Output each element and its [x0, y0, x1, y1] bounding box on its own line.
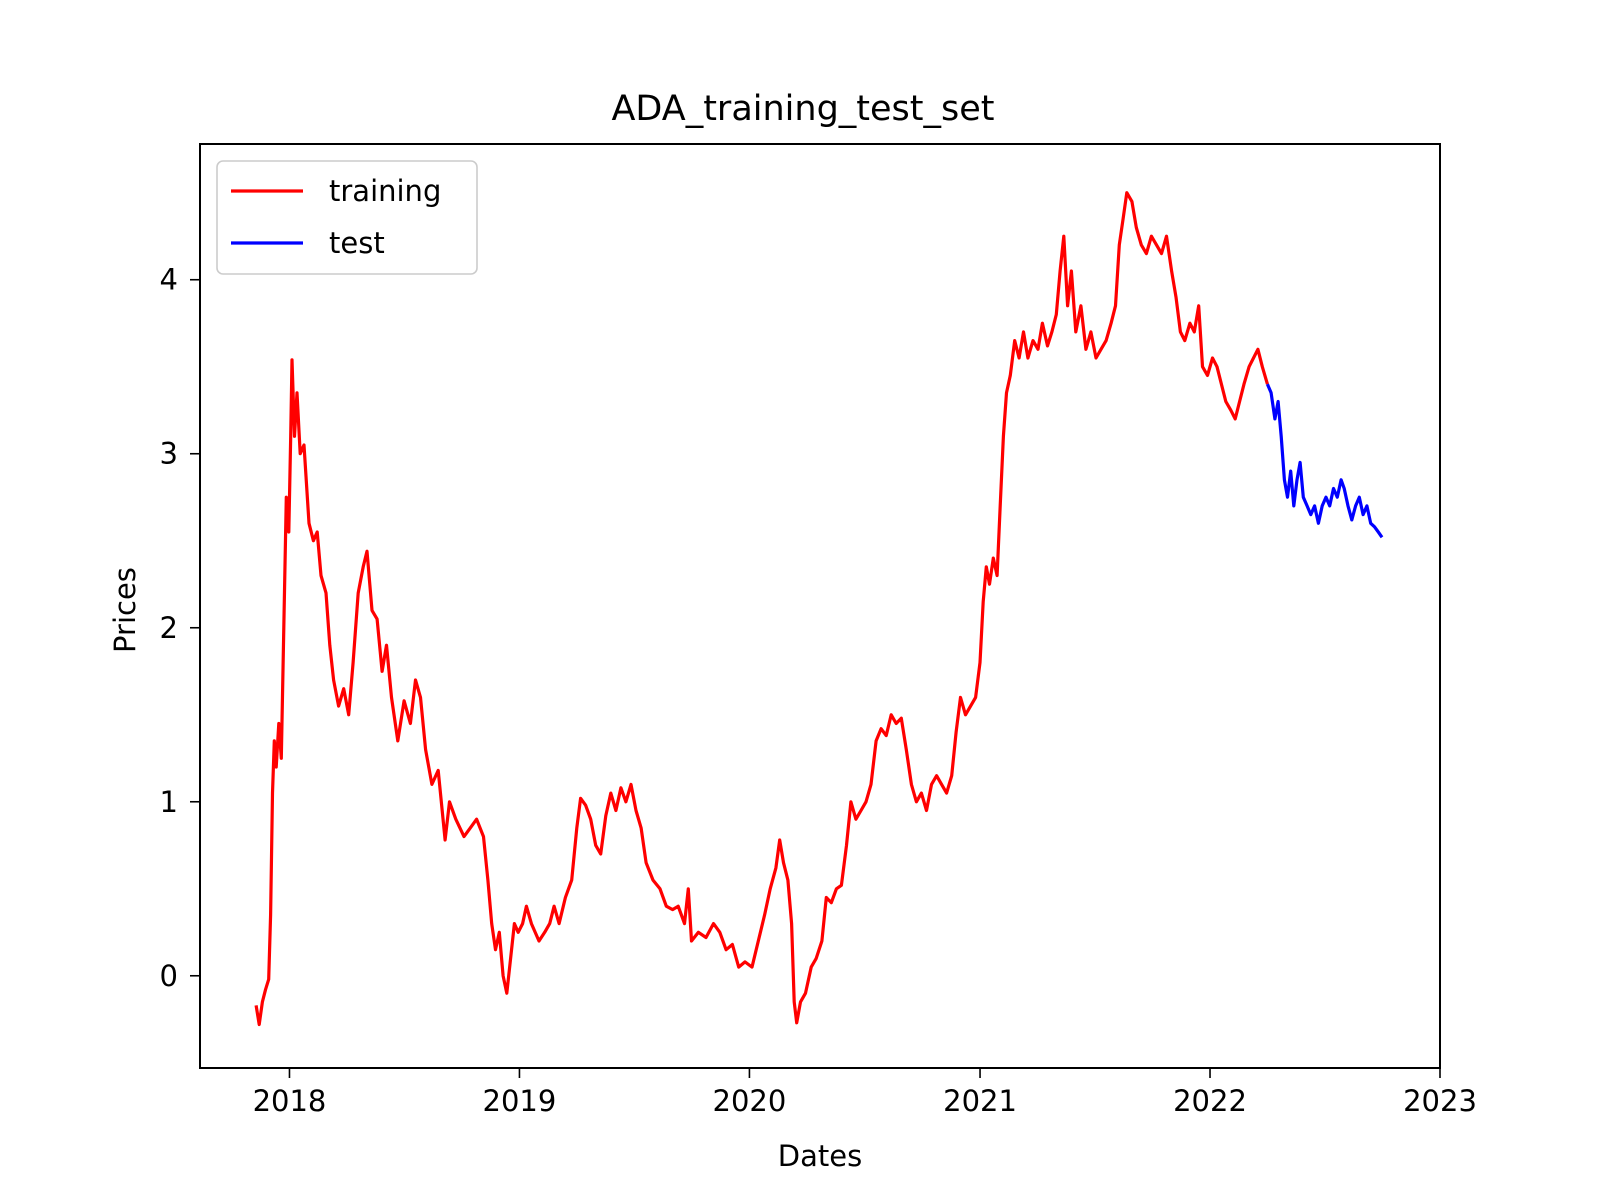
series-line-test	[1265, 383, 1384, 539]
x-tick-label: 2022	[1173, 1084, 1247, 1118]
legend-label-training: training	[329, 174, 441, 208]
plot-area-frame	[199, 143, 1441, 1069]
series-line-training	[254, 191, 1269, 1027]
x-axis-ticks: 2018 2019 2020 2021 2022 2023	[253, 1068, 1477, 1118]
x-tick-label: 2018	[253, 1084, 327, 1118]
y-axis-ticks: 0 1 2 3 4	[160, 263, 200, 993]
y-tick-label: 0	[160, 959, 178, 993]
series-layer	[254, 191, 1384, 1027]
y-tick-label: 1	[160, 785, 178, 819]
legend-box	[216, 160, 478, 275]
y-tick-label: 3	[160, 437, 178, 471]
x-tick-label: 2023	[1403, 1084, 1477, 1118]
x-tick-label: 2020	[713, 1084, 787, 1118]
x-tick-label: 2019	[483, 1084, 557, 1118]
y-axis-label: Prices	[108, 567, 142, 653]
legend: training test	[216, 160, 478, 275]
chart-title: ADA_training_test_set	[611, 89, 994, 129]
x-tick-label: 2021	[943, 1084, 1017, 1118]
x-axis-label: Dates	[778, 1139, 862, 1173]
legend-label-test: test	[329, 226, 385, 260]
y-tick-label: 4	[160, 263, 178, 297]
y-tick-label: 2	[160, 611, 178, 645]
